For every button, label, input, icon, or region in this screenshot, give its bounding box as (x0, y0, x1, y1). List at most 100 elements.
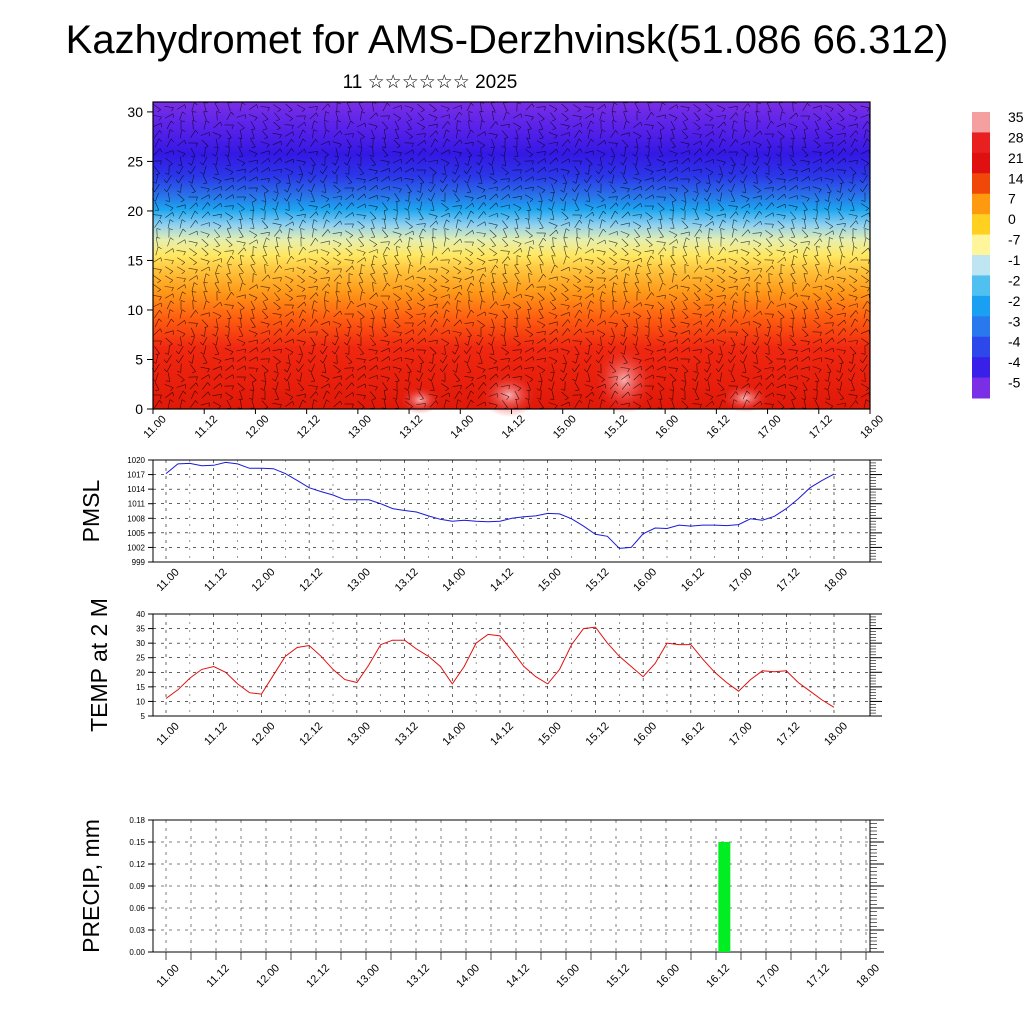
temp2m-chart: 11.00 11.12 12.00 12.12 13.00 13.12 14.00 14.12… (86, 598, 882, 748)
x-tick-label: 12.00 (250, 566, 278, 594)
colorbar-swatch (972, 275, 990, 297)
x-tick-label: 18.00 (858, 413, 886, 441)
x-tick-label: 16.00 (653, 413, 681, 441)
x-tick-label: 11.00 (154, 962, 181, 989)
y-tick-label: 0.12 (129, 860, 145, 869)
colorbar-swatch (972, 295, 990, 317)
wind-barbs (151, 102, 871, 410)
y-tick-label: 0.18 (129, 816, 145, 825)
y-tick-label: 25 (136, 654, 145, 663)
x-tick-label: 14.12 (488, 720, 516, 748)
precip-bar (718, 842, 731, 952)
y-tick-label: 0.09 (129, 882, 145, 891)
y-tick-label: 1005 (127, 529, 145, 538)
x-tick-label: 15.00 (551, 413, 579, 441)
y-tick-label: 1008 (127, 514, 145, 523)
x-tick-label: 16.12 (679, 720, 707, 748)
colorbar-label: -2 (1008, 272, 1021, 288)
x-tick-label: 11.00 (154, 566, 181, 593)
x-tick-label: 11.12 (202, 720, 229, 747)
y-tick-label: 1002 (127, 543, 145, 552)
x-tick-label: 12.12 (297, 566, 325, 594)
y-tick-label: 15 (136, 683, 145, 692)
x-tick-label: 12.12 (297, 720, 325, 748)
x-tick-label: 11.12 (193, 413, 220, 440)
colorbar-label: -4 (1008, 354, 1021, 370)
y-tick-label: 0.00 (129, 948, 145, 957)
y-tick-label: 1014 (127, 485, 145, 494)
colorbar-swatch (972, 336, 990, 358)
x-tick-label: 12.00 (250, 720, 278, 748)
x-tick-label: 18.00 (822, 566, 850, 594)
y-tick-label: 40 (136, 610, 145, 619)
y-tick-label: 10 (127, 302, 143, 318)
x-tick-label: 18.00 (822, 720, 850, 748)
x-tick-label: 13.12 (393, 566, 421, 594)
y-tick-label: 1017 (127, 471, 145, 480)
colorbar-label: -5 (1008, 375, 1021, 391)
x-tick-label: 13.12 (404, 962, 432, 990)
y-tick-label: 5 (135, 351, 143, 367)
x-tick-label: 12.12 (295, 413, 323, 441)
x-tick-label: 13.00 (354, 962, 382, 990)
colorbar-swatch (972, 132, 990, 154)
colorbar-swatch (972, 357, 990, 379)
x-tick-label: 12.00 (244, 413, 272, 441)
x-tick-label: 16.12 (704, 962, 732, 990)
x-tick-label: 14.12 (500, 413, 528, 441)
x-tick-label: 11.12 (204, 962, 231, 989)
colorbar-swatch (972, 214, 990, 236)
x-tick-label: 12.00 (254, 962, 282, 990)
colorbar-label: 0 (1008, 211, 1016, 227)
y-tick-label: 0.15 (129, 838, 145, 847)
pmsl-series-line (165, 461, 835, 549)
y-tick-label: 0 (135, 401, 143, 417)
temp2m-frame (152, 613, 871, 717)
x-tick-label: 14.00 (440, 720, 468, 748)
temp2m-series-line (165, 626, 835, 708)
x-tick-label: 11.00 (154, 720, 181, 747)
x-tick-label: 15.12 (602, 413, 630, 441)
precip-chart: 11.00 11.12 12.00 12.12 13.00 13.12 14.00 14.12… (78, 816, 884, 990)
x-tick-label: 16.12 (705, 413, 733, 441)
colorbar-swatch (972, 193, 990, 215)
colorbar-label: 28 (1008, 129, 1024, 145)
y-tick-label: 30 (127, 104, 143, 120)
x-tick-label: 16.00 (631, 566, 659, 594)
colorbar-label: -4 (1008, 334, 1021, 350)
temp2m-y-axis-label: TEMP at 2 M (86, 598, 112, 732)
pmsl-chart: 11.00 11.12 12.00 12.12 13.00 13.12 14.00 14.12… (78, 456, 882, 594)
x-tick-label: 17.12 (807, 413, 835, 441)
page-subtitle: 11 ☆☆☆☆☆☆ 2025 (342, 72, 518, 93)
x-tick-label: 13.00 (345, 720, 373, 748)
y-tick-label: 20 (127, 203, 143, 219)
colorbar-label: 7 (1008, 191, 1016, 207)
x-tick-label: 15.00 (536, 720, 564, 748)
colorbar-label: -1 (1008, 252, 1021, 268)
x-tick-label: 14.12 (488, 566, 516, 594)
x-tick-label: 15.12 (584, 720, 612, 748)
x-tick-label: 18.00 (854, 962, 882, 990)
x-tick-label: 12.12 (304, 962, 332, 990)
y-tick-label: 0.06 (129, 904, 145, 913)
x-tick-label: 16.00 (654, 962, 682, 990)
x-tick-label: 14.00 (454, 962, 482, 990)
colorbar-swatch (972, 234, 990, 256)
y-tick-label: 10 (136, 697, 145, 706)
colorbar-label: 21 (1008, 150, 1024, 166)
warm-core (721, 384, 769, 412)
x-tick-label: 14.12 (504, 962, 532, 990)
x-tick-label: 15.00 (554, 962, 582, 990)
x-tick-label: 11.00 (141, 413, 168, 440)
x-tick-label: 14.00 (440, 566, 468, 594)
x-tick-label: 13.12 (397, 413, 425, 441)
x-tick-label: 17.00 (727, 720, 755, 748)
cross-section-field (153, 102, 870, 409)
y-tick-label: 5 (141, 712, 146, 721)
colorbar-swatch (972, 377, 990, 399)
colorbar-swatch (972, 316, 990, 338)
y-tick-label: 25 (127, 153, 143, 169)
pmsl-y-axis-label: PMSL (78, 479, 104, 542)
x-tick-label: 17.12 (774, 720, 802, 748)
